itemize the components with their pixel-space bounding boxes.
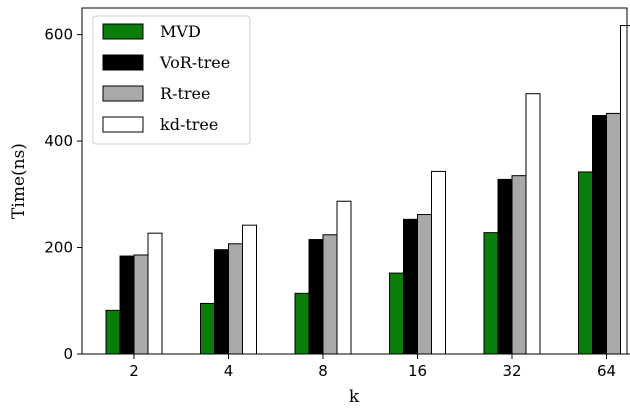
x-tick-label: 16 bbox=[408, 362, 427, 380]
bar-r-tree-k2 bbox=[133, 254, 149, 355]
legend-swatch-vor-tree bbox=[102, 54, 144, 71]
legend-label: R-tree bbox=[160, 84, 210, 103]
bar-vor-tree-k32 bbox=[497, 178, 513, 355]
bar-kd-tree-k2 bbox=[147, 232, 163, 355]
legend-swatch-kd-tree bbox=[102, 116, 144, 133]
x-tick-label: 4 bbox=[224, 362, 234, 380]
bar-kd-tree-k4 bbox=[242, 224, 257, 355]
legend-box bbox=[92, 15, 251, 145]
bar-kd-tree-k64 bbox=[620, 25, 630, 355]
x-tick-label: 2 bbox=[129, 362, 139, 380]
bar-vor-tree-k64 bbox=[592, 115, 607, 355]
x-tick-label: 8 bbox=[318, 362, 328, 380]
bar-group bbox=[105, 25, 630, 355]
bar-mvd-k32 bbox=[483, 232, 499, 355]
x-axis: 2 4 8 16 32 64 bbox=[129, 354, 616, 380]
bar-mvd-k2 bbox=[105, 309, 121, 355]
bar-r-tree-k64 bbox=[606, 112, 621, 355]
bar-vor-tree-k8 bbox=[308, 239, 324, 355]
y-tick-label: 200 bbox=[44, 239, 73, 257]
bar-kd-tree-k8 bbox=[336, 200, 352, 355]
y-tick-label: 600 bbox=[44, 26, 73, 44]
bar-kd-tree-k16 bbox=[431, 170, 446, 355]
bar-r-tree-k32 bbox=[511, 175, 527, 355]
legend-label: MVD bbox=[160, 22, 201, 41]
legend-swatch-r-tree bbox=[102, 85, 144, 102]
bar-vor-tree-k16 bbox=[403, 218, 418, 355]
plot-frame bbox=[81, 7, 628, 355]
bar-vor-tree-k4 bbox=[214, 249, 229, 355]
bar-mvd-k16 bbox=[389, 272, 404, 355]
bar-mvd-k8 bbox=[294, 292, 310, 355]
bar-mvd-k4 bbox=[200, 302, 215, 355]
x-axis-title: k bbox=[349, 387, 360, 407]
y-axis-title: Time(ns) bbox=[9, 143, 29, 219]
y-tick-label: 400 bbox=[44, 132, 73, 150]
legend: MVD VoR-tree R-tree kd-tree bbox=[92, 15, 251, 145]
bar-r-tree-k4 bbox=[228, 243, 243, 355]
bar-kd-tree-k32 bbox=[525, 93, 541, 355]
bar-r-tree-k8 bbox=[322, 234, 338, 355]
legend-label: VoR-tree bbox=[159, 53, 230, 72]
x-tick-label: 32 bbox=[502, 362, 521, 380]
x-tick-label: 64 bbox=[597, 362, 616, 380]
y-tick-label: 0 bbox=[63, 345, 73, 363]
bar-mvd-k64 bbox=[578, 171, 593, 355]
y-axis: 0 200 400 600 bbox=[44, 26, 82, 363]
legend-label: kd-tree bbox=[160, 115, 218, 134]
legend-swatch-mvd bbox=[102, 23, 144, 40]
bar-vor-tree-k2 bbox=[119, 255, 135, 355]
bar-r-tree-k16 bbox=[417, 214, 432, 355]
